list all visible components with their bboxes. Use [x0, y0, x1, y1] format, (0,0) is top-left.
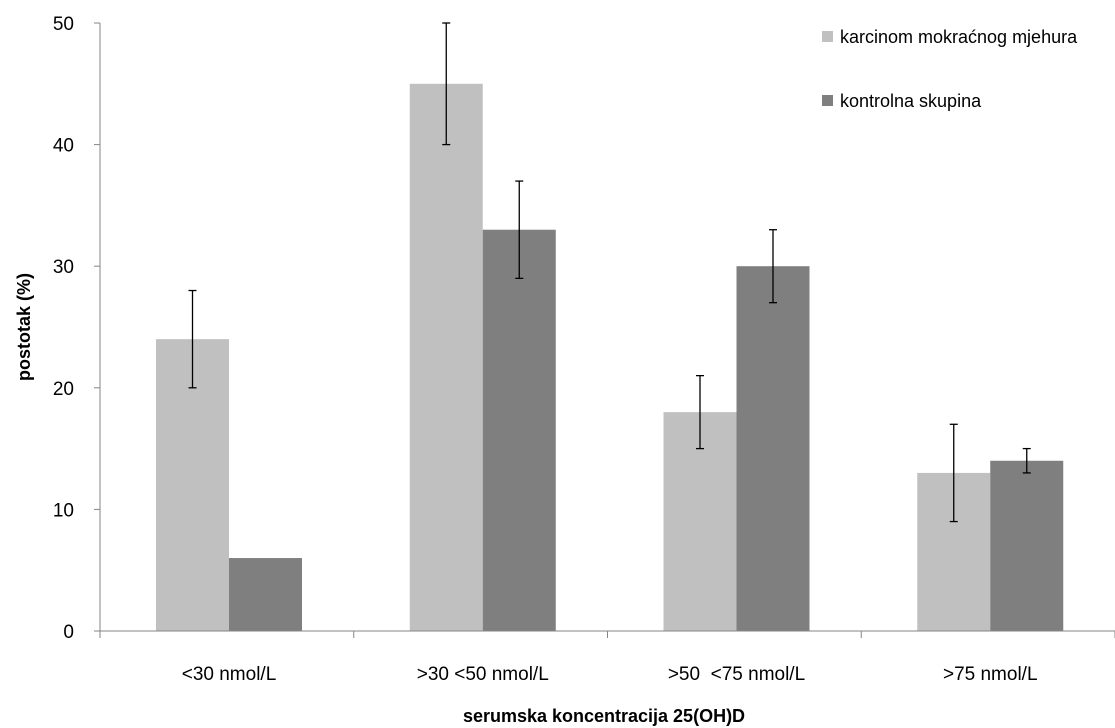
error-bar — [696, 374, 704, 450]
error-bar — [515, 180, 524, 280]
x-axis-ticks — [99, 631, 1115, 638]
bars — [156, 83, 1064, 632]
x-tick-label: <30 nmol/L — [182, 664, 277, 685]
x-tick-label: >75 nmol/L — [943, 664, 1038, 685]
x-axis-tick-labels: <30 nmol/L >30 <50 nmol/L >50 <75 nmol/L >7… — [182, 664, 1038, 685]
y-axis-title: postotak (%) — [14, 273, 34, 381]
y-tick-label: 30 — [53, 257, 74, 278]
y-tick-label: 40 — [53, 136, 74, 157]
y-tick-label: 10 — [53, 500, 74, 521]
legend-item-1: karcinom mokraćnog mjehura — [822, 27, 1078, 47]
bar-series-2-cat-4 — [990, 460, 1064, 631]
error-bar — [769, 229, 777, 304]
error-bar — [442, 22, 451, 146]
x-tick-label: >50 <75 nmol/L — [668, 664, 805, 685]
error-bar — [188, 289, 197, 389]
error-bar — [1022, 447, 1031, 474]
error-bar — [949, 423, 958, 523]
legend-item-2: kontrolna skupina — [822, 91, 982, 111]
x-tick-label: >30 <50 nmol/L — [417, 664, 549, 685]
bar-series-2-cat-3 — [736, 266, 810, 631]
bar-series-2-cat-1 — [229, 558, 302, 631]
legend-label: karcinom mokraćnog mjehura — [840, 27, 1078, 47]
y-tick-label: 20 — [53, 379, 74, 400]
legend: karcinom mokraćnog mjehura kontrolna skup… — [822, 27, 1078, 111]
y-tick-label: 0 — [63, 622, 74, 643]
y-tick-label: 50 — [53, 14, 74, 35]
x-axis-title: serumska koncentracija 25(OH)D — [463, 706, 745, 726]
legend-label: kontrolna skupina — [840, 91, 982, 111]
legend-swatch — [822, 31, 833, 42]
bar-series-2-cat-2 — [482, 229, 556, 631]
y-axis-ticks: 0 10 20 30 40 50 — [53, 14, 100, 643]
bar-series-1-cat-2 — [409, 83, 483, 632]
legend-swatch — [822, 95, 833, 106]
error-bars — [188, 22, 1031, 523]
